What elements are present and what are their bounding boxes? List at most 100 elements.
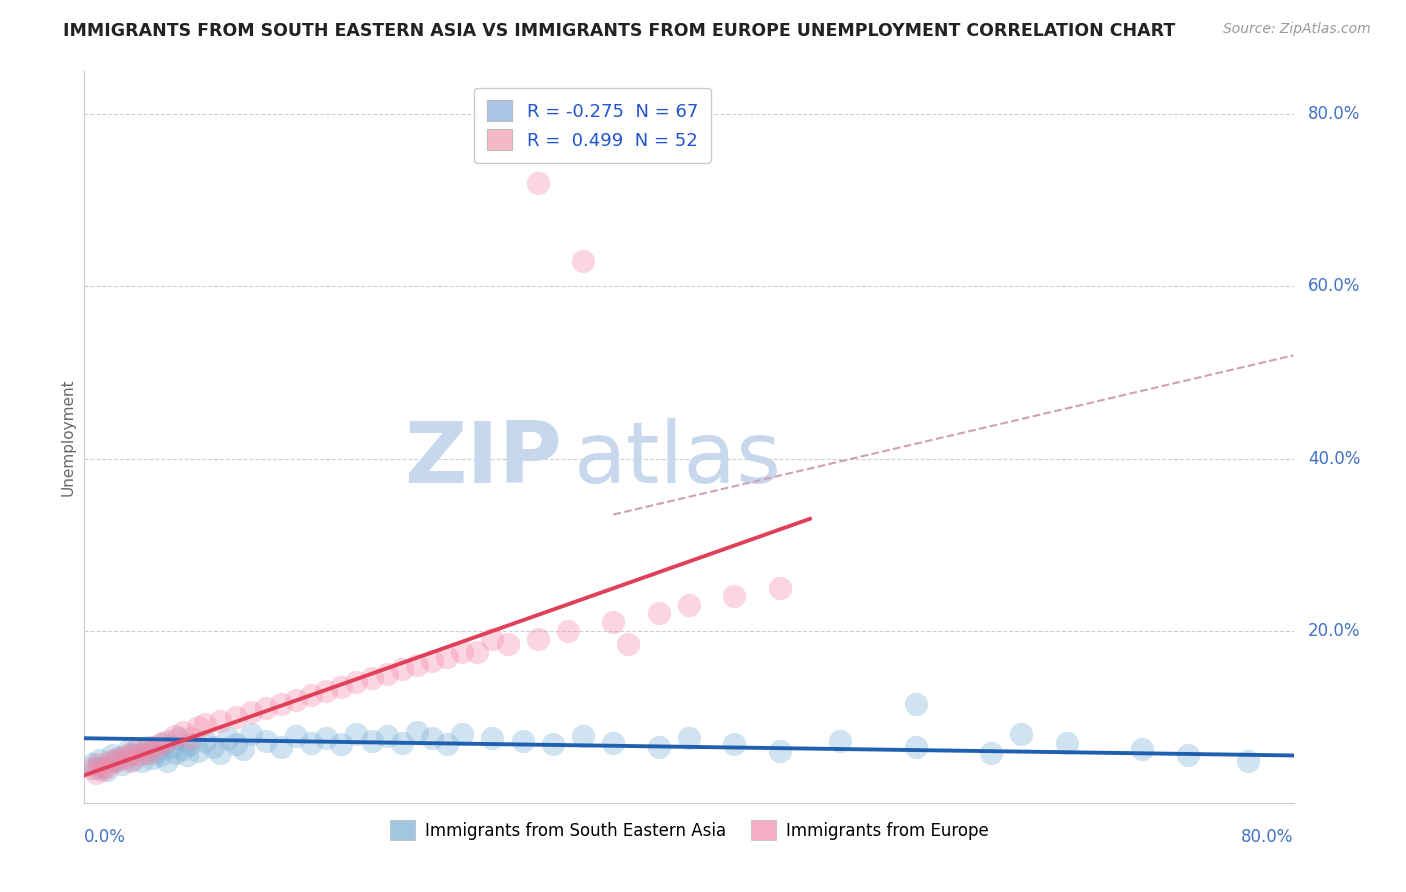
Point [254, 734, 277, 748]
Point [187, 720, 209, 734]
Point [134, 746, 156, 760]
Point [769, 744, 792, 758]
Text: Source: ZipAtlas.com: Source: ZipAtlas.com [1223, 22, 1371, 37]
Point [541, 737, 564, 751]
Point [86, 761, 108, 775]
Point [122, 744, 145, 758]
Point [648, 607, 671, 621]
Point [80, 761, 103, 775]
Point [127, 742, 149, 756]
Point [285, 692, 308, 706]
Point [270, 697, 292, 711]
Point [115, 744, 138, 758]
Text: ZIP: ZIP [405, 417, 562, 500]
Point [209, 714, 232, 728]
Point [360, 671, 382, 685]
Text: 80.0%: 80.0% [1308, 105, 1361, 123]
Text: atlas: atlas [574, 417, 782, 500]
Point [436, 649, 458, 664]
Point [648, 739, 671, 754]
Point [111, 757, 134, 772]
Text: 80.0%: 80.0% [1241, 829, 1294, 847]
Point [904, 739, 927, 754]
Point [602, 615, 624, 629]
Point [420, 654, 443, 668]
Point [1130, 742, 1153, 756]
Point [156, 734, 179, 748]
Point [420, 731, 443, 746]
Point [299, 688, 322, 702]
Point [360, 734, 382, 748]
Point [769, 581, 792, 595]
Point [1056, 735, 1078, 749]
Point [80, 757, 103, 772]
Point [187, 744, 209, 758]
Point [602, 735, 624, 749]
Point [107, 751, 129, 765]
Point [96, 763, 118, 777]
Point [557, 624, 579, 638]
Point [91, 759, 114, 773]
Point [572, 729, 595, 743]
Point [270, 739, 292, 754]
Point [451, 727, 474, 741]
Point [451, 645, 474, 659]
Point [138, 746, 160, 760]
Point [375, 666, 398, 681]
Point [86, 765, 108, 780]
Point [100, 748, 122, 763]
Point [176, 748, 198, 763]
Point [481, 731, 503, 746]
Point [406, 725, 429, 739]
Point [346, 727, 368, 741]
Point [232, 742, 254, 756]
Point [96, 759, 118, 773]
Point [285, 729, 308, 743]
Point [160, 739, 183, 754]
Point [194, 716, 217, 731]
Text: 20.0%: 20.0% [1308, 622, 1361, 640]
Point [406, 658, 429, 673]
Point [527, 632, 550, 647]
Point [496, 637, 519, 651]
Point [89, 757, 111, 772]
Point [830, 734, 852, 748]
Point [209, 746, 232, 760]
Point [118, 748, 141, 763]
Point [239, 706, 262, 720]
Point [239, 727, 262, 741]
Point [104, 755, 127, 769]
Point [128, 748, 150, 763]
Point [115, 748, 138, 763]
Point [172, 725, 194, 739]
Point [315, 731, 337, 746]
Point [391, 735, 413, 749]
Point [225, 737, 247, 751]
Point [391, 662, 413, 676]
Point [481, 632, 503, 647]
Point [100, 753, 122, 767]
Point [299, 735, 322, 749]
Point [678, 731, 700, 746]
Point [527, 176, 550, 190]
Point [904, 697, 927, 711]
Point [217, 731, 239, 746]
Point [254, 701, 277, 715]
Point [167, 731, 190, 746]
Point [225, 710, 247, 724]
Point [152, 735, 174, 749]
Point [512, 734, 534, 748]
Point [89, 753, 111, 767]
Point [149, 737, 172, 751]
Point [1177, 748, 1199, 763]
Point [346, 675, 368, 690]
Text: 60.0%: 60.0% [1308, 277, 1361, 295]
Point [723, 589, 745, 603]
Point [141, 751, 163, 765]
Point [156, 755, 179, 769]
Point [179, 737, 201, 751]
Point [118, 755, 141, 769]
Point [436, 737, 458, 751]
Legend: Immigrants from South Eastern Asia, Immigrants from Europe: Immigrants from South Eastern Asia, Immi… [382, 814, 995, 847]
Point [104, 755, 127, 769]
